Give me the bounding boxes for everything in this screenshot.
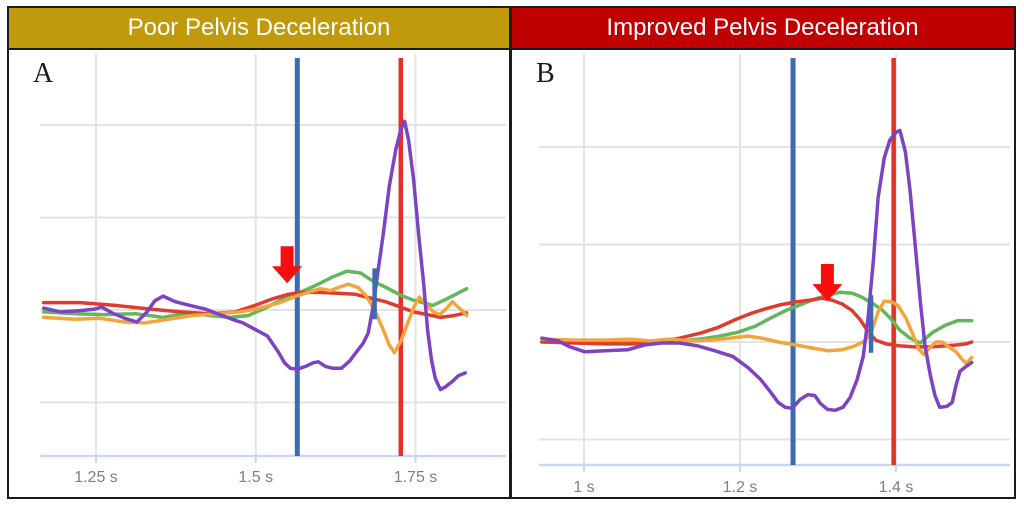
series-purple-line [540, 128, 974, 413]
panel-a-header: Poor Pelvis Deceleration [7, 6, 511, 50]
panel-a-title: Poor Pelvis Deceleration [127, 14, 391, 41]
down-arrow-annotation [272, 246, 303, 284]
x-tick-label: 1.75 s [394, 469, 438, 486]
x-tick-label: 1.25 s [74, 469, 118, 486]
panel-b-header: Improved Pelvis Deceleration [509, 6, 1016, 50]
panel-b-title: Improved Pelvis Deceleration [606, 14, 919, 41]
panel-b-letter: B [536, 58, 555, 89]
panel-divider [509, 6, 512, 499]
x-tick-label: 1.5 s [238, 469, 273, 486]
x-tick-label: 1 s [573, 479, 594, 496]
series-orange-line [41, 282, 469, 355]
series-purple-line [41, 119, 468, 392]
panel-a-letter: A [33, 58, 54, 89]
x-tick-label: 1.4 s [879, 479, 914, 496]
x-tick-label: 1.2 s [723, 479, 758, 496]
down-arrow-annotation [812, 264, 843, 302]
